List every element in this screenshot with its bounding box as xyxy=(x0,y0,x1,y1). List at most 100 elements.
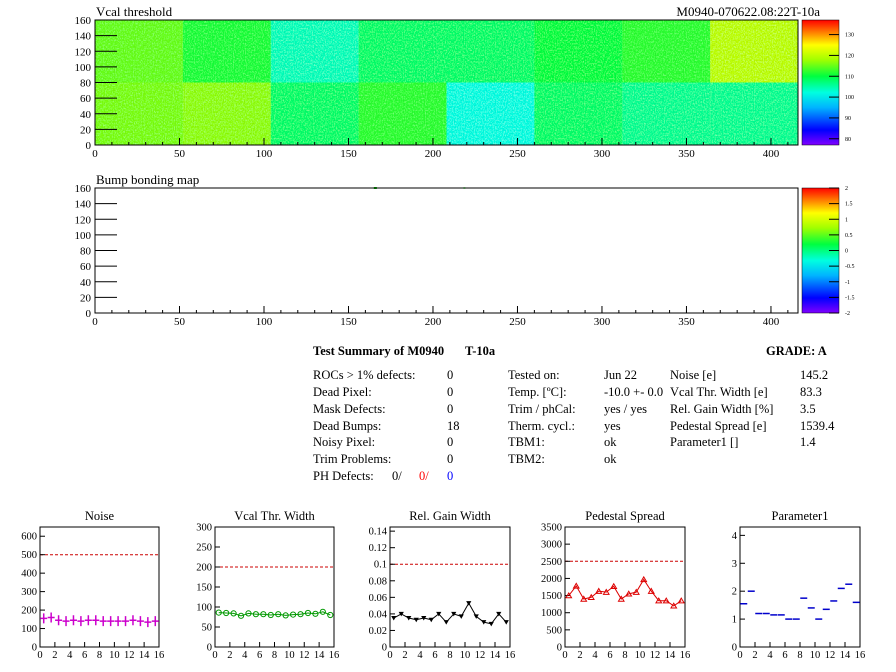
y-tick-label: 0 xyxy=(382,643,387,654)
data-point xyxy=(282,612,289,619)
data-point xyxy=(647,587,655,594)
y-tick-label: 40 xyxy=(80,109,92,121)
data-point xyxy=(122,616,130,627)
y-tick-label: 0 xyxy=(86,140,92,152)
roc-cell xyxy=(270,20,360,83)
y-tick-label: 60 xyxy=(80,93,92,105)
x-tick-label: 10 xyxy=(109,650,120,661)
y-tick-label: 100 xyxy=(75,230,92,242)
y-tick-label: 160 xyxy=(75,183,92,195)
data-point xyxy=(252,611,260,618)
y-tick-label: 0.06 xyxy=(369,593,387,604)
x-tick-label: 8 xyxy=(97,650,102,661)
color-bar-tick-label: 90 xyxy=(845,116,851,122)
y-tick-label: 50 xyxy=(202,623,213,634)
y-tick-label: 160 xyxy=(75,15,92,27)
roc-plot-title: Parameter1 xyxy=(772,509,829,523)
y-tick-label: 200 xyxy=(196,563,212,574)
x-tick-label: 16 xyxy=(505,650,516,661)
x-tick-label: 16 xyxy=(154,650,165,661)
data-point xyxy=(632,588,640,595)
data-point xyxy=(136,616,144,627)
data-point xyxy=(428,617,434,623)
y-tick-label: 140 xyxy=(75,199,92,211)
roc-cell xyxy=(534,20,623,83)
x-tick-label: 250 xyxy=(509,148,526,160)
data-point xyxy=(413,617,419,623)
roc-plot-frame xyxy=(214,526,335,648)
roc-cell xyxy=(182,82,272,146)
y-tick-label: 0.14 xyxy=(369,527,388,538)
x-tick-label: 50 xyxy=(174,148,186,160)
data-point xyxy=(481,620,487,625)
data-point xyxy=(297,611,304,618)
y-tick-label: 300 xyxy=(21,587,37,598)
data-point xyxy=(458,614,464,619)
color-bar-tick-label: 80 xyxy=(845,137,851,143)
color-bar-tick-label: -1.5 xyxy=(845,295,855,301)
data-point xyxy=(406,616,412,621)
x-tick-label: 16 xyxy=(329,650,340,661)
x-tick-label: 14 xyxy=(314,650,325,661)
x-tick-label: 16 xyxy=(680,650,691,661)
data-point xyxy=(662,597,670,604)
x-tick-label: 350 xyxy=(678,316,695,328)
y-tick-label: 1000 xyxy=(541,608,562,619)
data-point xyxy=(655,597,663,604)
x-tick-label: 10 xyxy=(460,650,471,661)
heatmap-area xyxy=(95,188,798,313)
data-point xyxy=(237,612,245,619)
x-tick-label: 10 xyxy=(810,650,821,661)
data-point xyxy=(587,593,595,600)
x-tick-label: 12 xyxy=(825,650,836,661)
data-point xyxy=(267,611,274,619)
data-point xyxy=(496,611,502,617)
color-bar-tick-label: 2 xyxy=(845,186,848,192)
data-point xyxy=(223,609,230,617)
x-tick-label: 50 xyxy=(174,316,186,328)
x-tick-label: 400 xyxy=(763,148,780,160)
x-tick-label: 2 xyxy=(227,650,232,661)
x-tick-label: 300 xyxy=(594,148,611,160)
y-tick-label: 3500 xyxy=(541,523,562,534)
roc-plot-title: Rel. Gain Width xyxy=(409,509,491,523)
y-tick-label: 100 xyxy=(21,624,37,635)
y-tick-label: 100 xyxy=(75,62,92,74)
y-tick-label: 3 xyxy=(732,559,737,570)
data-point xyxy=(114,616,122,627)
roc-cell xyxy=(358,82,447,146)
data-point xyxy=(670,602,678,609)
data-point xyxy=(391,616,397,621)
x-tick-label: 0 xyxy=(737,650,742,661)
x-tick-label: 4 xyxy=(242,650,248,661)
heatmap-vcal-threshold: Vcal threshold M0940-070622.08:22T-10a 0 50… xyxy=(75,4,855,160)
y-tick-label: 120 xyxy=(75,46,92,58)
roc-cell xyxy=(622,20,711,83)
x-tick-label: 12 xyxy=(650,650,661,661)
data-point xyxy=(595,587,603,594)
y-tick-label: 140 xyxy=(75,31,92,43)
color-bar-tick-label: 100 xyxy=(845,95,854,101)
data-point xyxy=(275,611,282,618)
data-point xyxy=(436,611,442,617)
roc-plot-pedestal-spread: Pedestal Spread 0 500 1000 1500 2000 2500 3000 3… xyxy=(541,509,690,661)
y-tick-label: 0 xyxy=(557,643,562,654)
data-point xyxy=(92,615,100,626)
roc-cell xyxy=(710,20,799,83)
heatmap-title: Bump bonding map xyxy=(96,172,199,187)
y-tick-label: 200 xyxy=(21,606,37,617)
data-point xyxy=(677,597,685,604)
heatmap-title: Vcal threshold xyxy=(96,4,173,19)
x-tick-label: 0 xyxy=(212,650,217,661)
color-bar-tick-label: -0.5 xyxy=(845,264,855,270)
data-point xyxy=(625,590,633,597)
x-tick-label: 2 xyxy=(577,650,582,661)
x-tick-label: 0 xyxy=(387,650,392,661)
data-point xyxy=(230,610,237,617)
data-point xyxy=(40,613,48,624)
series-line xyxy=(218,611,331,617)
x-tick-label: 2 xyxy=(752,650,757,661)
